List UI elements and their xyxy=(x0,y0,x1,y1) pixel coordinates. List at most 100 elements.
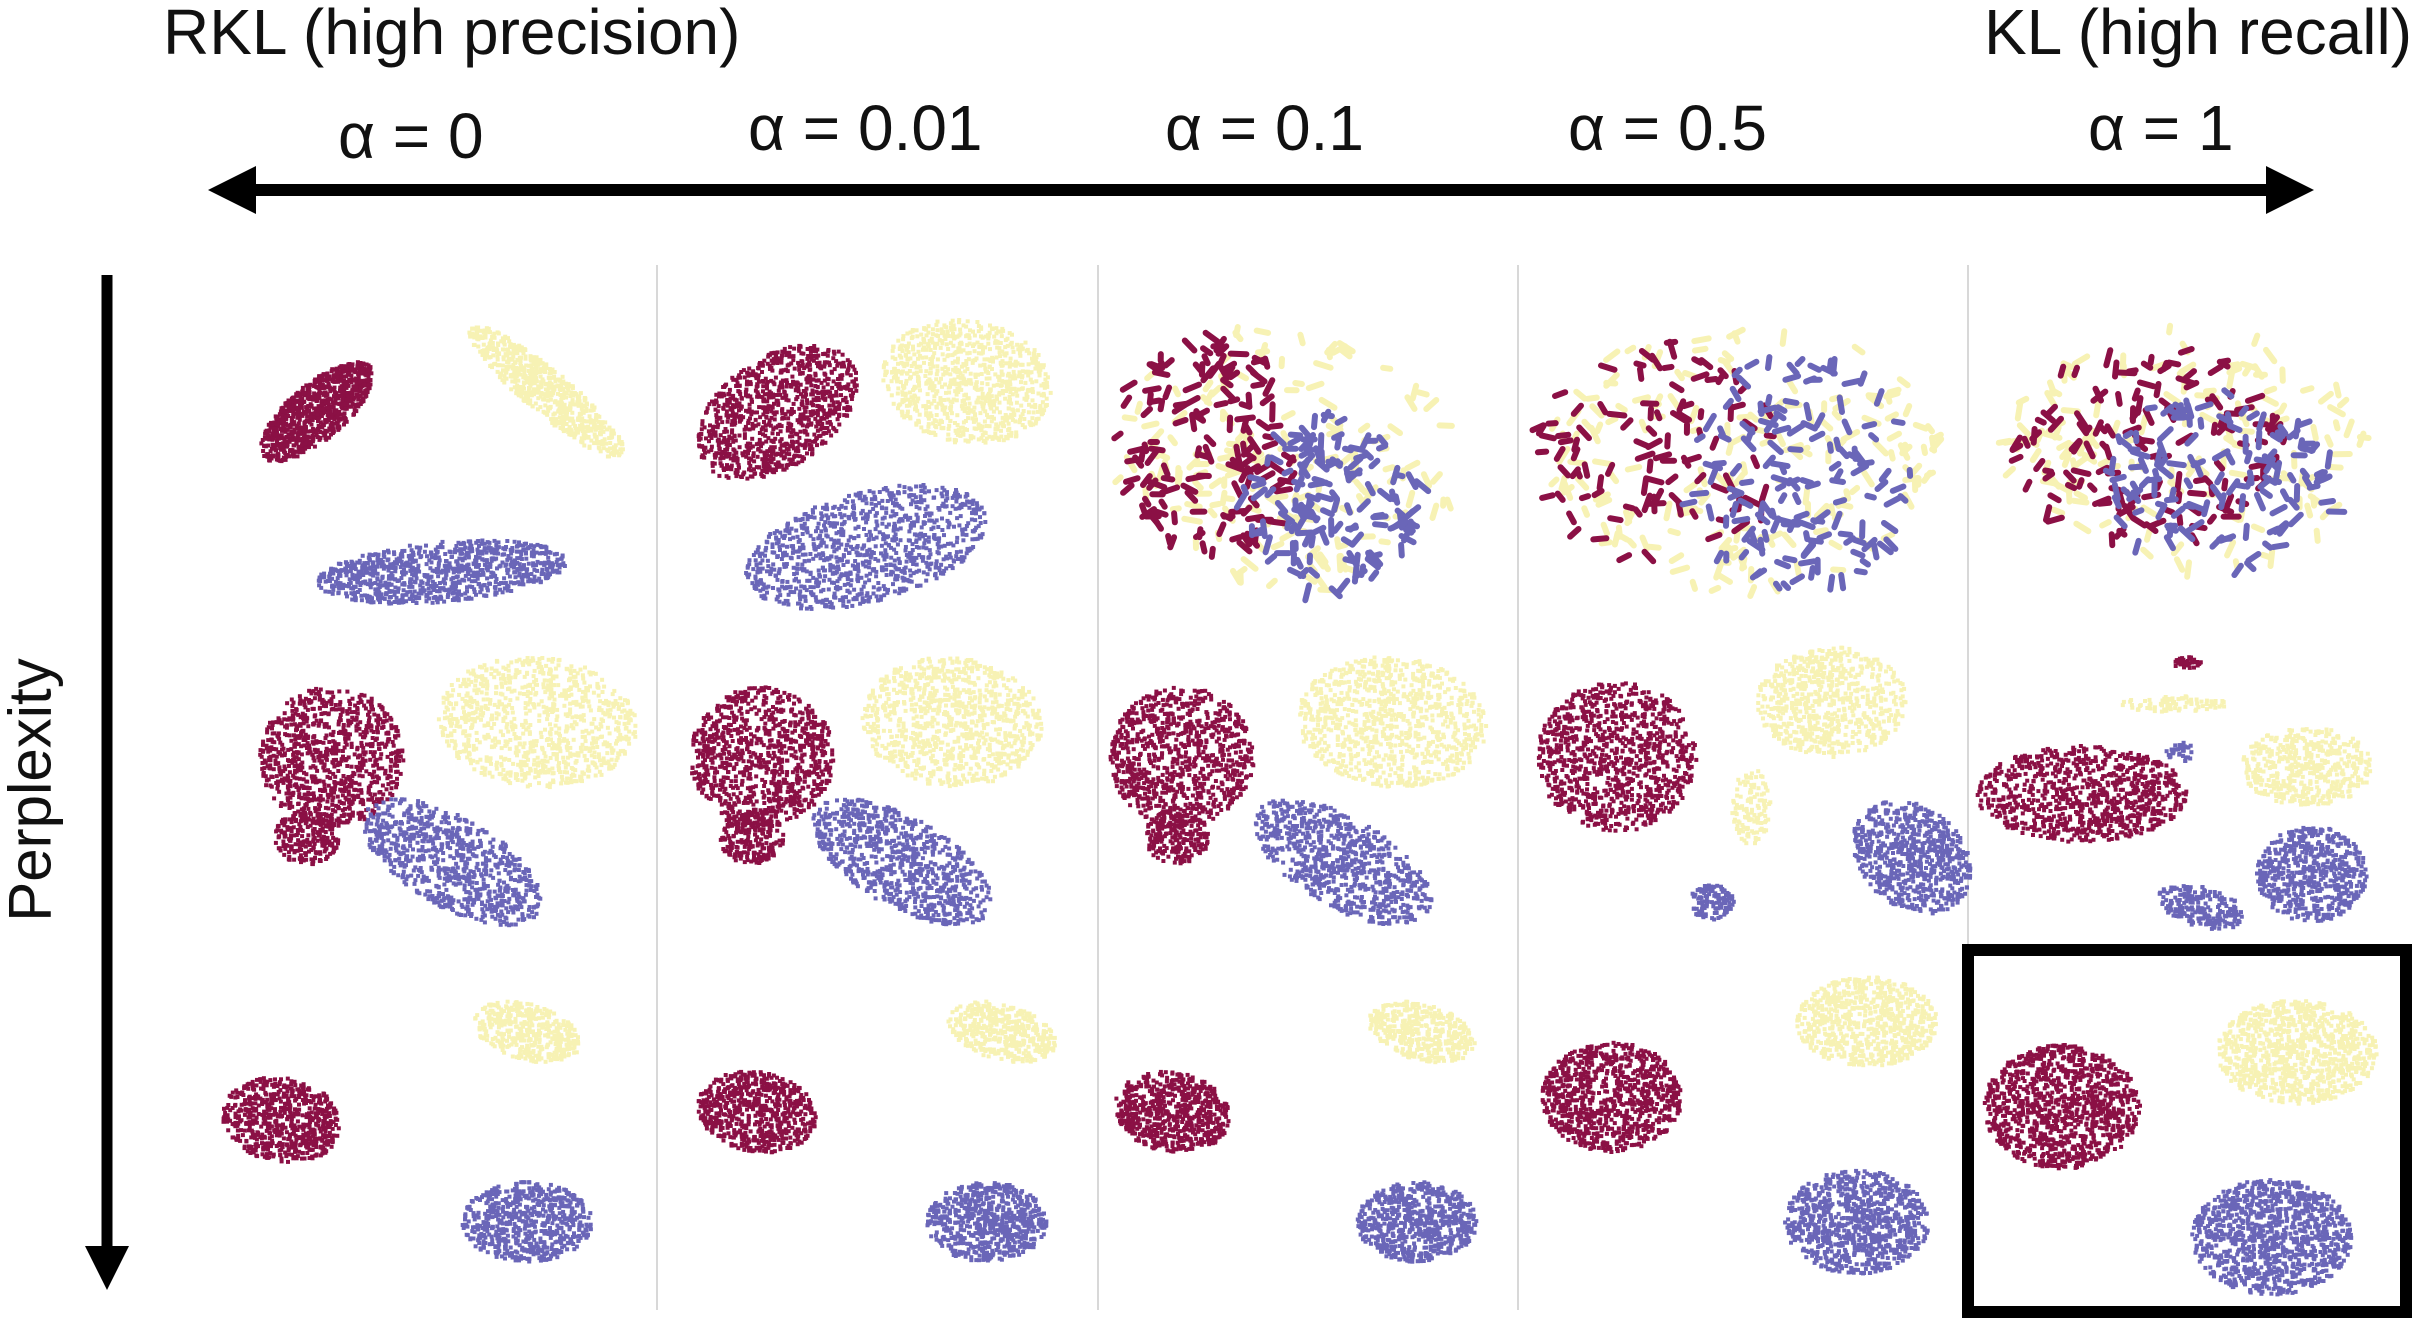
embedding-point xyxy=(934,333,939,338)
embedding-point xyxy=(985,382,990,387)
embedding-point xyxy=(946,432,951,437)
embedding-point xyxy=(774,398,779,403)
embedding-point xyxy=(307,439,311,444)
embedding-point xyxy=(1003,345,1008,350)
embedding-point xyxy=(526,401,531,406)
embedding-point xyxy=(785,352,790,357)
embedding-point xyxy=(779,385,784,390)
embedding-point xyxy=(1030,356,1034,361)
embedding-point xyxy=(376,597,381,602)
embedding-point xyxy=(717,447,722,451)
embedding-point xyxy=(416,591,421,596)
embedding-point xyxy=(825,426,830,430)
embedding-point xyxy=(507,339,512,344)
embedding-point xyxy=(1008,356,1013,361)
embedding-point xyxy=(360,553,365,558)
embedding-point xyxy=(429,584,434,588)
embedding-point xyxy=(819,423,824,428)
embedding-point xyxy=(804,569,809,574)
embedding-point xyxy=(484,566,489,571)
embedding-point xyxy=(349,373,354,378)
embedding-point xyxy=(703,450,707,455)
embedding-point xyxy=(847,550,852,555)
embedding-point xyxy=(587,414,592,419)
embedding-point xyxy=(585,435,590,440)
embedding-point xyxy=(517,390,522,395)
embedding-point xyxy=(557,378,562,383)
embedding-point xyxy=(312,406,317,411)
embedding-point xyxy=(549,383,554,387)
embedding-point xyxy=(521,375,526,380)
embedding-point xyxy=(365,599,370,604)
alpha-label-1: α = 0.01 xyxy=(748,96,983,160)
embedding-point xyxy=(358,361,363,365)
alpha-label-3: α = 0.5 xyxy=(1568,96,1767,160)
embedding-point xyxy=(934,425,939,430)
embedding-point xyxy=(576,394,581,399)
embedding-point xyxy=(940,420,944,424)
embedding-point xyxy=(511,354,516,359)
embedding-point xyxy=(513,561,518,566)
embedding-point xyxy=(794,397,799,402)
embedding-point xyxy=(797,435,802,440)
embedding-point xyxy=(317,377,322,382)
embedding-point xyxy=(564,413,569,418)
embedding-point xyxy=(357,588,362,592)
embedding-point xyxy=(382,550,386,555)
embedding-point xyxy=(356,404,361,409)
embedding-point xyxy=(325,405,330,410)
embedding-point xyxy=(534,369,539,374)
embedding-point xyxy=(569,390,574,395)
embedding-point xyxy=(741,472,746,477)
embedding-point xyxy=(932,351,937,356)
embedding-point xyxy=(760,457,765,462)
embedding-point xyxy=(987,397,992,402)
embedding-point xyxy=(1042,408,1047,413)
embedding-point xyxy=(1000,363,1005,368)
embedding-point xyxy=(484,550,489,555)
embedding-point xyxy=(895,391,900,396)
embedding-point xyxy=(934,576,939,581)
embedding-point xyxy=(339,374,344,378)
embedding-point xyxy=(764,383,769,388)
embedding-point xyxy=(307,392,312,396)
embedding-point xyxy=(942,357,947,362)
embedding-point xyxy=(527,391,532,396)
embedding-point xyxy=(285,442,290,447)
embedding-point xyxy=(273,448,278,453)
embedding-point xyxy=(453,550,457,555)
embedding-point xyxy=(727,452,732,456)
embedding-point xyxy=(763,376,768,381)
embedding-point xyxy=(504,376,509,381)
embedding-point xyxy=(831,403,836,408)
embedding-point xyxy=(950,400,955,404)
embedding-point xyxy=(912,393,917,398)
embedding-point xyxy=(753,388,758,393)
embedding-point xyxy=(925,572,930,577)
embedding-point xyxy=(805,347,810,351)
embedding-point xyxy=(972,385,977,390)
embedding-point xyxy=(832,351,837,356)
embedding-point xyxy=(475,332,480,337)
embedding-point xyxy=(304,383,309,388)
embedding-point xyxy=(368,571,373,576)
embedding-point xyxy=(785,425,790,430)
embedding-point xyxy=(1033,421,1038,426)
embedding-point xyxy=(384,585,389,590)
embedding-point xyxy=(854,370,858,375)
embedding-point xyxy=(462,578,467,583)
embedding-point xyxy=(301,450,306,455)
embedding-point xyxy=(521,582,526,587)
embedding-point xyxy=(510,366,515,371)
embedding-point xyxy=(765,558,770,563)
embedding-point xyxy=(598,449,603,454)
embedding-point xyxy=(997,400,1002,405)
embedding-point xyxy=(538,580,543,585)
embedding-point xyxy=(340,390,345,395)
embedding-point xyxy=(422,549,427,554)
embedding-point xyxy=(1015,408,1020,413)
embedding-point xyxy=(932,399,937,403)
embedding-point xyxy=(752,459,757,464)
embedding-point xyxy=(345,371,350,376)
embedding-point xyxy=(849,578,854,583)
